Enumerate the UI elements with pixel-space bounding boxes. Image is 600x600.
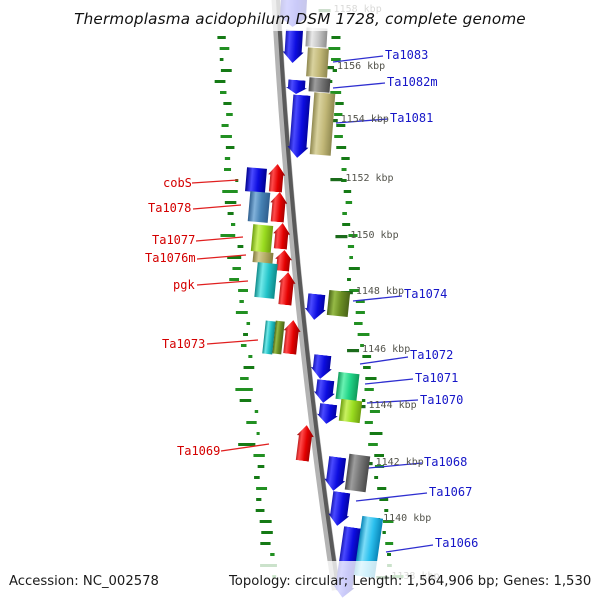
gene-label-Ta1067: Ta1067 [429,485,473,499]
gene-label-Ta1076m: Ta1076m [145,251,196,265]
gene-label-Ta1078: Ta1078 [148,201,192,215]
scale-label-1148-kbp: 1148 kbp [355,286,405,297]
gene-label-Ta1071: Ta1071 [415,371,459,385]
topology-length-genes-text: Topology: circular; Length: 1,564,906 bp… [229,574,592,589]
scale-label-1140-kbp: 1140 kbp [383,513,432,524]
label-line-pgk [196,280,249,286]
gene-label-Ta1069: Ta1069 [177,444,221,458]
label-line-Ta1070 [366,399,419,404]
gene-label-Ta1077: Ta1077 [152,233,196,247]
gene-label-Ta1074: Ta1074 [404,287,448,301]
label-line-Ta1067 [355,492,428,502]
scale-label-1146-kbp: 1146 kbp [362,344,411,355]
scale-label-1154-kbp: 1154 kbp [340,114,389,125]
scale-label-1142-kbp: 1142 kbp [375,457,424,468]
label-line-Ta1066 [385,544,434,553]
scale-label-1144-kbp: 1144 kbp [368,400,417,411]
title-band [0,0,600,31]
label-line-Ta1077 [195,236,244,242]
accession-text: Accession: NC_002578 [9,574,159,589]
label-line-Ta1072 [359,356,409,365]
label-line-Ta1073 [206,339,259,345]
label-line-cobS [191,179,239,184]
label-line-Ta1074 [352,295,403,302]
gene-label-Ta1066: Ta1066 [435,536,479,550]
label-line-Ta1081 [335,118,389,124]
label-line-Ta1076m [196,254,247,260]
scale-label-1152-kbp: 1152 kbp [345,173,394,184]
scale-tick [330,178,343,182]
gene-label-Ta1083: Ta1083 [385,48,429,62]
page-title: Thermoplasma acidophilum DSM 1728, compl… [74,10,526,28]
scale-tick [322,66,335,70]
scale-tick [347,349,360,353]
footer-band [0,561,600,600]
scale-tick [335,235,348,239]
gene-label-Ta1072: Ta1072 [410,348,454,362]
scale-label-1150-kbp: 1150 kbp [350,230,399,241]
gene-label-Ta1070: Ta1070 [420,393,464,407]
label-line-Ta1082m [332,82,386,89]
gene-label-Ta1068: Ta1068 [424,455,468,469]
label-line-Ta1078 [192,204,242,210]
label-line-Ta1071 [364,378,414,385]
gene-label-cobS: cobS [163,176,192,190]
label-line-Ta1083 [332,55,384,63]
scale-label-1156-kbp: 1156 kbp [337,61,386,72]
gene-label-Ta1082m: Ta1082m [387,75,438,89]
label-line-Ta1069 [220,443,270,452]
gene-label-pgk: pgk [173,278,195,292]
gene-label-Ta1081: Ta1081 [390,111,434,125]
gene-label-Ta1073: Ta1073 [162,337,206,351]
